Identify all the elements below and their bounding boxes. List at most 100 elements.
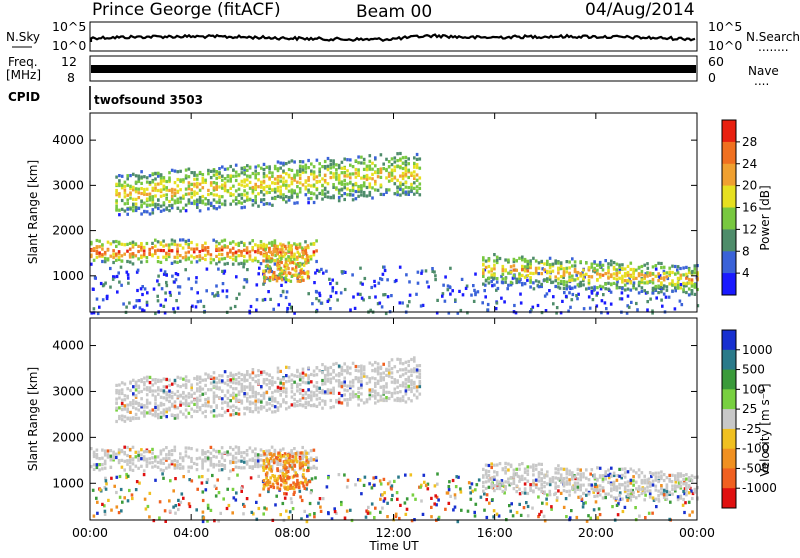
data-cell <box>210 460 213 463</box>
data-cell <box>449 293 452 296</box>
data-cell <box>621 287 624 290</box>
data-cell <box>335 186 338 189</box>
data-cell <box>370 286 373 289</box>
data-cell <box>591 468 594 471</box>
data-cell <box>663 479 666 482</box>
data-cell <box>252 203 255 206</box>
data-cell <box>524 471 527 474</box>
data-cell <box>638 488 641 491</box>
data-cell <box>490 466 493 469</box>
noise-left-tick-bottom: 10^0 <box>52 38 86 53</box>
data-cell <box>571 474 574 477</box>
data-cell <box>549 483 552 486</box>
data-cell <box>396 391 399 394</box>
data-cell <box>295 471 298 474</box>
data-cell <box>274 503 277 506</box>
data-cell <box>668 296 671 299</box>
data-cell <box>621 275 624 278</box>
data-cell <box>382 167 385 170</box>
data-cell <box>332 162 335 165</box>
data-cell <box>235 466 238 469</box>
data-cell <box>343 369 346 372</box>
data-cell <box>232 448 235 451</box>
data-cell <box>496 513 499 516</box>
data-cell <box>335 175 338 178</box>
data-cell <box>257 192 260 195</box>
data-cell <box>93 451 96 454</box>
data-cell <box>146 376 149 379</box>
data-cell <box>399 152 402 155</box>
data-cell <box>115 253 118 256</box>
data-cell <box>211 474 214 477</box>
data-cell <box>482 283 485 286</box>
data-cell <box>115 205 118 208</box>
data-cell <box>185 383 188 386</box>
data-cell <box>154 172 157 175</box>
data-cell <box>399 181 402 184</box>
data-cell <box>610 487 613 490</box>
data-cell <box>151 456 154 459</box>
data-cell <box>227 409 230 412</box>
data-cell <box>554 476 557 479</box>
data-cell <box>382 371 385 374</box>
data-cell <box>632 469 635 472</box>
data-cell <box>621 483 624 486</box>
data-cell <box>371 162 374 165</box>
ytick-label: 1000 <box>52 268 84 283</box>
data-cell <box>391 157 394 160</box>
data-cell <box>262 283 265 286</box>
data-cell <box>363 175 366 178</box>
data-cell <box>407 360 410 363</box>
data-cell <box>121 402 124 405</box>
data-cell <box>254 447 257 450</box>
data-cell <box>284 253 287 256</box>
data-cell <box>685 277 688 280</box>
data-cell <box>213 371 216 374</box>
data-cell <box>357 365 360 368</box>
data-cell <box>229 372 232 375</box>
data-cell <box>360 383 363 386</box>
data-cell <box>202 173 205 176</box>
data-cell <box>135 465 138 468</box>
data-cell <box>319 497 322 500</box>
data-cell <box>291 455 294 458</box>
data-cell <box>318 174 321 177</box>
data-cell <box>182 402 185 405</box>
data-cell <box>512 514 515 517</box>
data-cell <box>241 399 244 402</box>
data-cell <box>193 462 196 465</box>
data-cell <box>118 256 121 259</box>
data-cell <box>311 302 314 305</box>
data-cell <box>140 378 143 381</box>
data-cell <box>332 183 335 186</box>
data-cell <box>101 260 104 263</box>
data-cell <box>129 448 132 451</box>
data-cell <box>382 391 385 394</box>
data-cell <box>190 394 193 397</box>
data-cell <box>410 186 413 189</box>
data-cell <box>346 510 349 513</box>
data-cell <box>119 475 122 478</box>
data-cell <box>346 174 349 177</box>
data-cell <box>322 272 325 275</box>
data-cell <box>291 390 294 393</box>
data-cell <box>171 395 174 398</box>
data-cell <box>430 497 433 500</box>
data-cell <box>360 367 363 370</box>
data-cell <box>246 460 249 463</box>
data-cell <box>154 398 157 401</box>
velocity-frame <box>90 318 697 520</box>
data-cell <box>386 502 389 505</box>
data-cell <box>674 478 677 481</box>
data-cell <box>419 182 422 185</box>
data-cell <box>357 161 360 164</box>
data-cell <box>402 395 405 398</box>
data-cell <box>212 239 215 242</box>
data-cell <box>135 407 138 410</box>
data-cell <box>168 384 171 387</box>
data-cell <box>685 273 688 276</box>
data-cell <box>310 243 313 246</box>
data-cell <box>263 485 266 488</box>
data-cell <box>602 489 605 492</box>
data-cell <box>121 415 124 418</box>
